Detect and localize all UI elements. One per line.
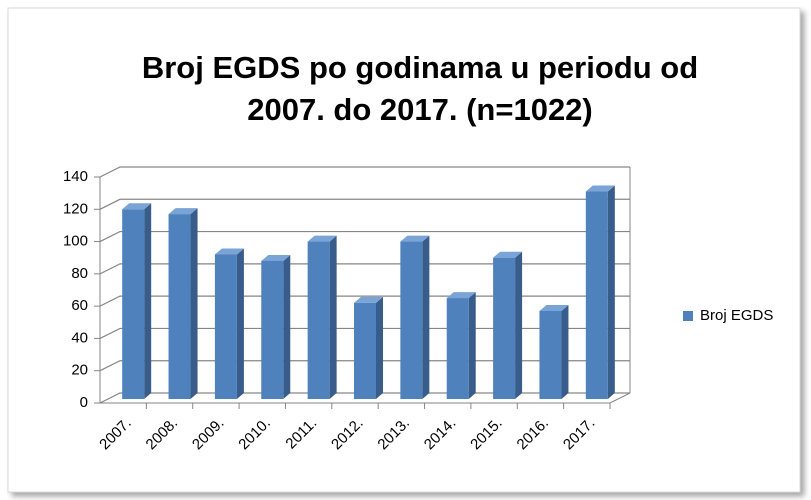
- y-tick-label: 40: [71, 329, 88, 346]
- bar-top: [493, 251, 523, 258]
- bar: [585, 191, 608, 399]
- title: Broj EGDS po godinama u periodu od 2007. …: [142, 50, 698, 127]
- y-tick-label: 120: [63, 200, 88, 217]
- chart-title-line: 2007. do 2017. (n=1022): [247, 92, 593, 127]
- bar-top: [307, 235, 337, 242]
- bar: [446, 298, 469, 399]
- legend-label: Broj EGDS: [700, 307, 773, 324]
- bar-side: [422, 235, 430, 399]
- grid-line: [99, 263, 630, 275]
- bar-side: [376, 296, 383, 399]
- y-tick-label: 0: [80, 394, 88, 411]
- bar-side: [144, 203, 152, 399]
- bar: [168, 214, 191, 399]
- bar-top: [446, 292, 476, 299]
- bar: [122, 209, 145, 399]
- bar-top: [122, 203, 152, 210]
- bar-top: [400, 235, 430, 242]
- grid-line: [99, 166, 630, 178]
- bar-top: [354, 296, 383, 303]
- bar: [307, 241, 330, 399]
- bar-side: [561, 304, 569, 399]
- bar: [214, 254, 237, 399]
- bar: [400, 241, 423, 399]
- bar: [493, 257, 516, 399]
- bar-top: [168, 208, 198, 215]
- bar: [261, 260, 284, 399]
- bar-top: [214, 248, 244, 255]
- bar-side: [607, 185, 615, 399]
- y-tick-label: 20: [71, 362, 88, 379]
- bar-side: [236, 248, 244, 399]
- bar-top: [539, 304, 569, 311]
- bar-side: [515, 251, 523, 399]
- y-tick-label: 80: [71, 265, 88, 282]
- legend-swatch: [683, 311, 693, 321]
- bar-top: [585, 185, 615, 192]
- bar: [539, 310, 562, 399]
- bar-side: [190, 208, 198, 399]
- chart-title-line: Broj EGDS po godinama u periodu od: [142, 50, 698, 85]
- grid-line: [99, 230, 630, 243]
- grid-line: [99, 198, 630, 210]
- bar-top: [261, 254, 291, 261]
- bar: [354, 302, 376, 399]
- bar-side: [283, 254, 291, 399]
- y-tick-label: 100: [63, 233, 88, 250]
- y-tick-label: 140: [63, 168, 88, 185]
- y-tick-label: 60: [71, 297, 88, 314]
- bar-side: [329, 235, 337, 399]
- bar-side: [468, 292, 476, 399]
